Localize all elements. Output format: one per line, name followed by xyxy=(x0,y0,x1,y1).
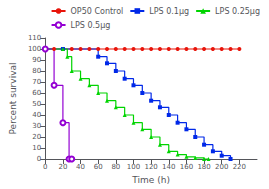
svg-text:80: 80 xyxy=(111,163,120,171)
svg-text:50: 50 xyxy=(32,100,41,108)
svg-text:80: 80 xyxy=(32,67,41,75)
svg-text:120: 120 xyxy=(144,163,157,171)
svg-text:200: 200 xyxy=(215,163,228,171)
svg-text:10: 10 xyxy=(32,144,41,152)
svg-text:220: 220 xyxy=(233,163,246,171)
svg-text:180: 180 xyxy=(197,163,210,171)
svg-text:40: 40 xyxy=(32,111,41,119)
svg-text:140: 140 xyxy=(162,163,175,171)
svg-text:20: 20 xyxy=(32,133,41,141)
svg-text:OP50 Control: OP50 Control xyxy=(71,7,124,16)
svg-text:20: 20 xyxy=(58,163,67,171)
svg-text:LPS 0.25μg: LPS 0.25μg xyxy=(215,7,260,16)
svg-text:100: 100 xyxy=(127,163,140,171)
svg-text:Percent survival: Percent survival xyxy=(8,63,18,135)
svg-text:90: 90 xyxy=(32,56,41,64)
svg-text:160: 160 xyxy=(180,163,193,171)
svg-text:110: 110 xyxy=(28,34,41,42)
svg-text:Time (h): Time (h) xyxy=(131,175,170,185)
svg-text:LPS 0.5μg: LPS 0.5μg xyxy=(71,21,111,30)
svg-text:60: 60 xyxy=(94,163,103,171)
svg-text:100: 100 xyxy=(28,45,41,53)
svg-text:60: 60 xyxy=(32,89,41,97)
svg-text:0: 0 xyxy=(37,155,41,163)
svg-text:0: 0 xyxy=(43,163,47,171)
svg-text:40: 40 xyxy=(76,163,85,171)
svg-text:30: 30 xyxy=(32,122,41,130)
svg-text:LPS 0.1μg: LPS 0.1μg xyxy=(149,7,189,16)
svg-text:70: 70 xyxy=(32,78,41,86)
